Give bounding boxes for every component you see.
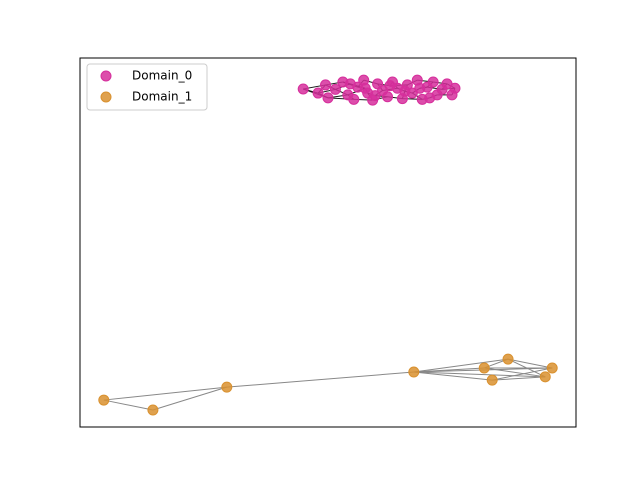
edge: [413, 358, 509, 373]
legend: Domain_0 Domain_1: [86, 63, 208, 111]
node: [320, 79, 332, 91]
node: [98, 394, 110, 406]
node: [359, 82, 371, 94]
edge: [413, 371, 546, 378]
node: [427, 76, 439, 88]
node: [478, 362, 490, 374]
node: [408, 366, 420, 378]
node: [329, 83, 341, 95]
edge: [507, 358, 553, 369]
legend-marker: [100, 70, 112, 82]
edge: [492, 367, 553, 381]
node: [382, 91, 394, 103]
node: [147, 404, 159, 416]
legend-label: Domain_1: [132, 90, 192, 104]
edges: [103, 79, 553, 411]
edge: [103, 399, 154, 411]
plot-frame: [79, 57, 577, 428]
node: [221, 381, 233, 393]
node: [312, 87, 324, 99]
node: [344, 78, 356, 90]
node: [424, 92, 436, 104]
node: [486, 374, 498, 386]
legend-box: [86, 63, 208, 111]
node: [322, 92, 334, 104]
node: [546, 362, 558, 374]
node: [539, 371, 551, 383]
edge: [103, 386, 227, 401]
node: [502, 353, 514, 365]
legend-marker: [100, 91, 112, 103]
edge: [492, 376, 546, 381]
edge: [226, 371, 414, 388]
edge: [413, 371, 493, 381]
node: [348, 93, 360, 105]
node: [384, 80, 396, 92]
legend-label: Domain_0: [132, 69, 192, 83]
edge: [484, 367, 546, 378]
node: [449, 82, 461, 94]
node: [297, 83, 309, 95]
nodes: [98, 74, 558, 416]
node: [399, 85, 411, 97]
edge: [152, 386, 227, 411]
node: [414, 82, 426, 94]
node: [369, 90, 381, 102]
